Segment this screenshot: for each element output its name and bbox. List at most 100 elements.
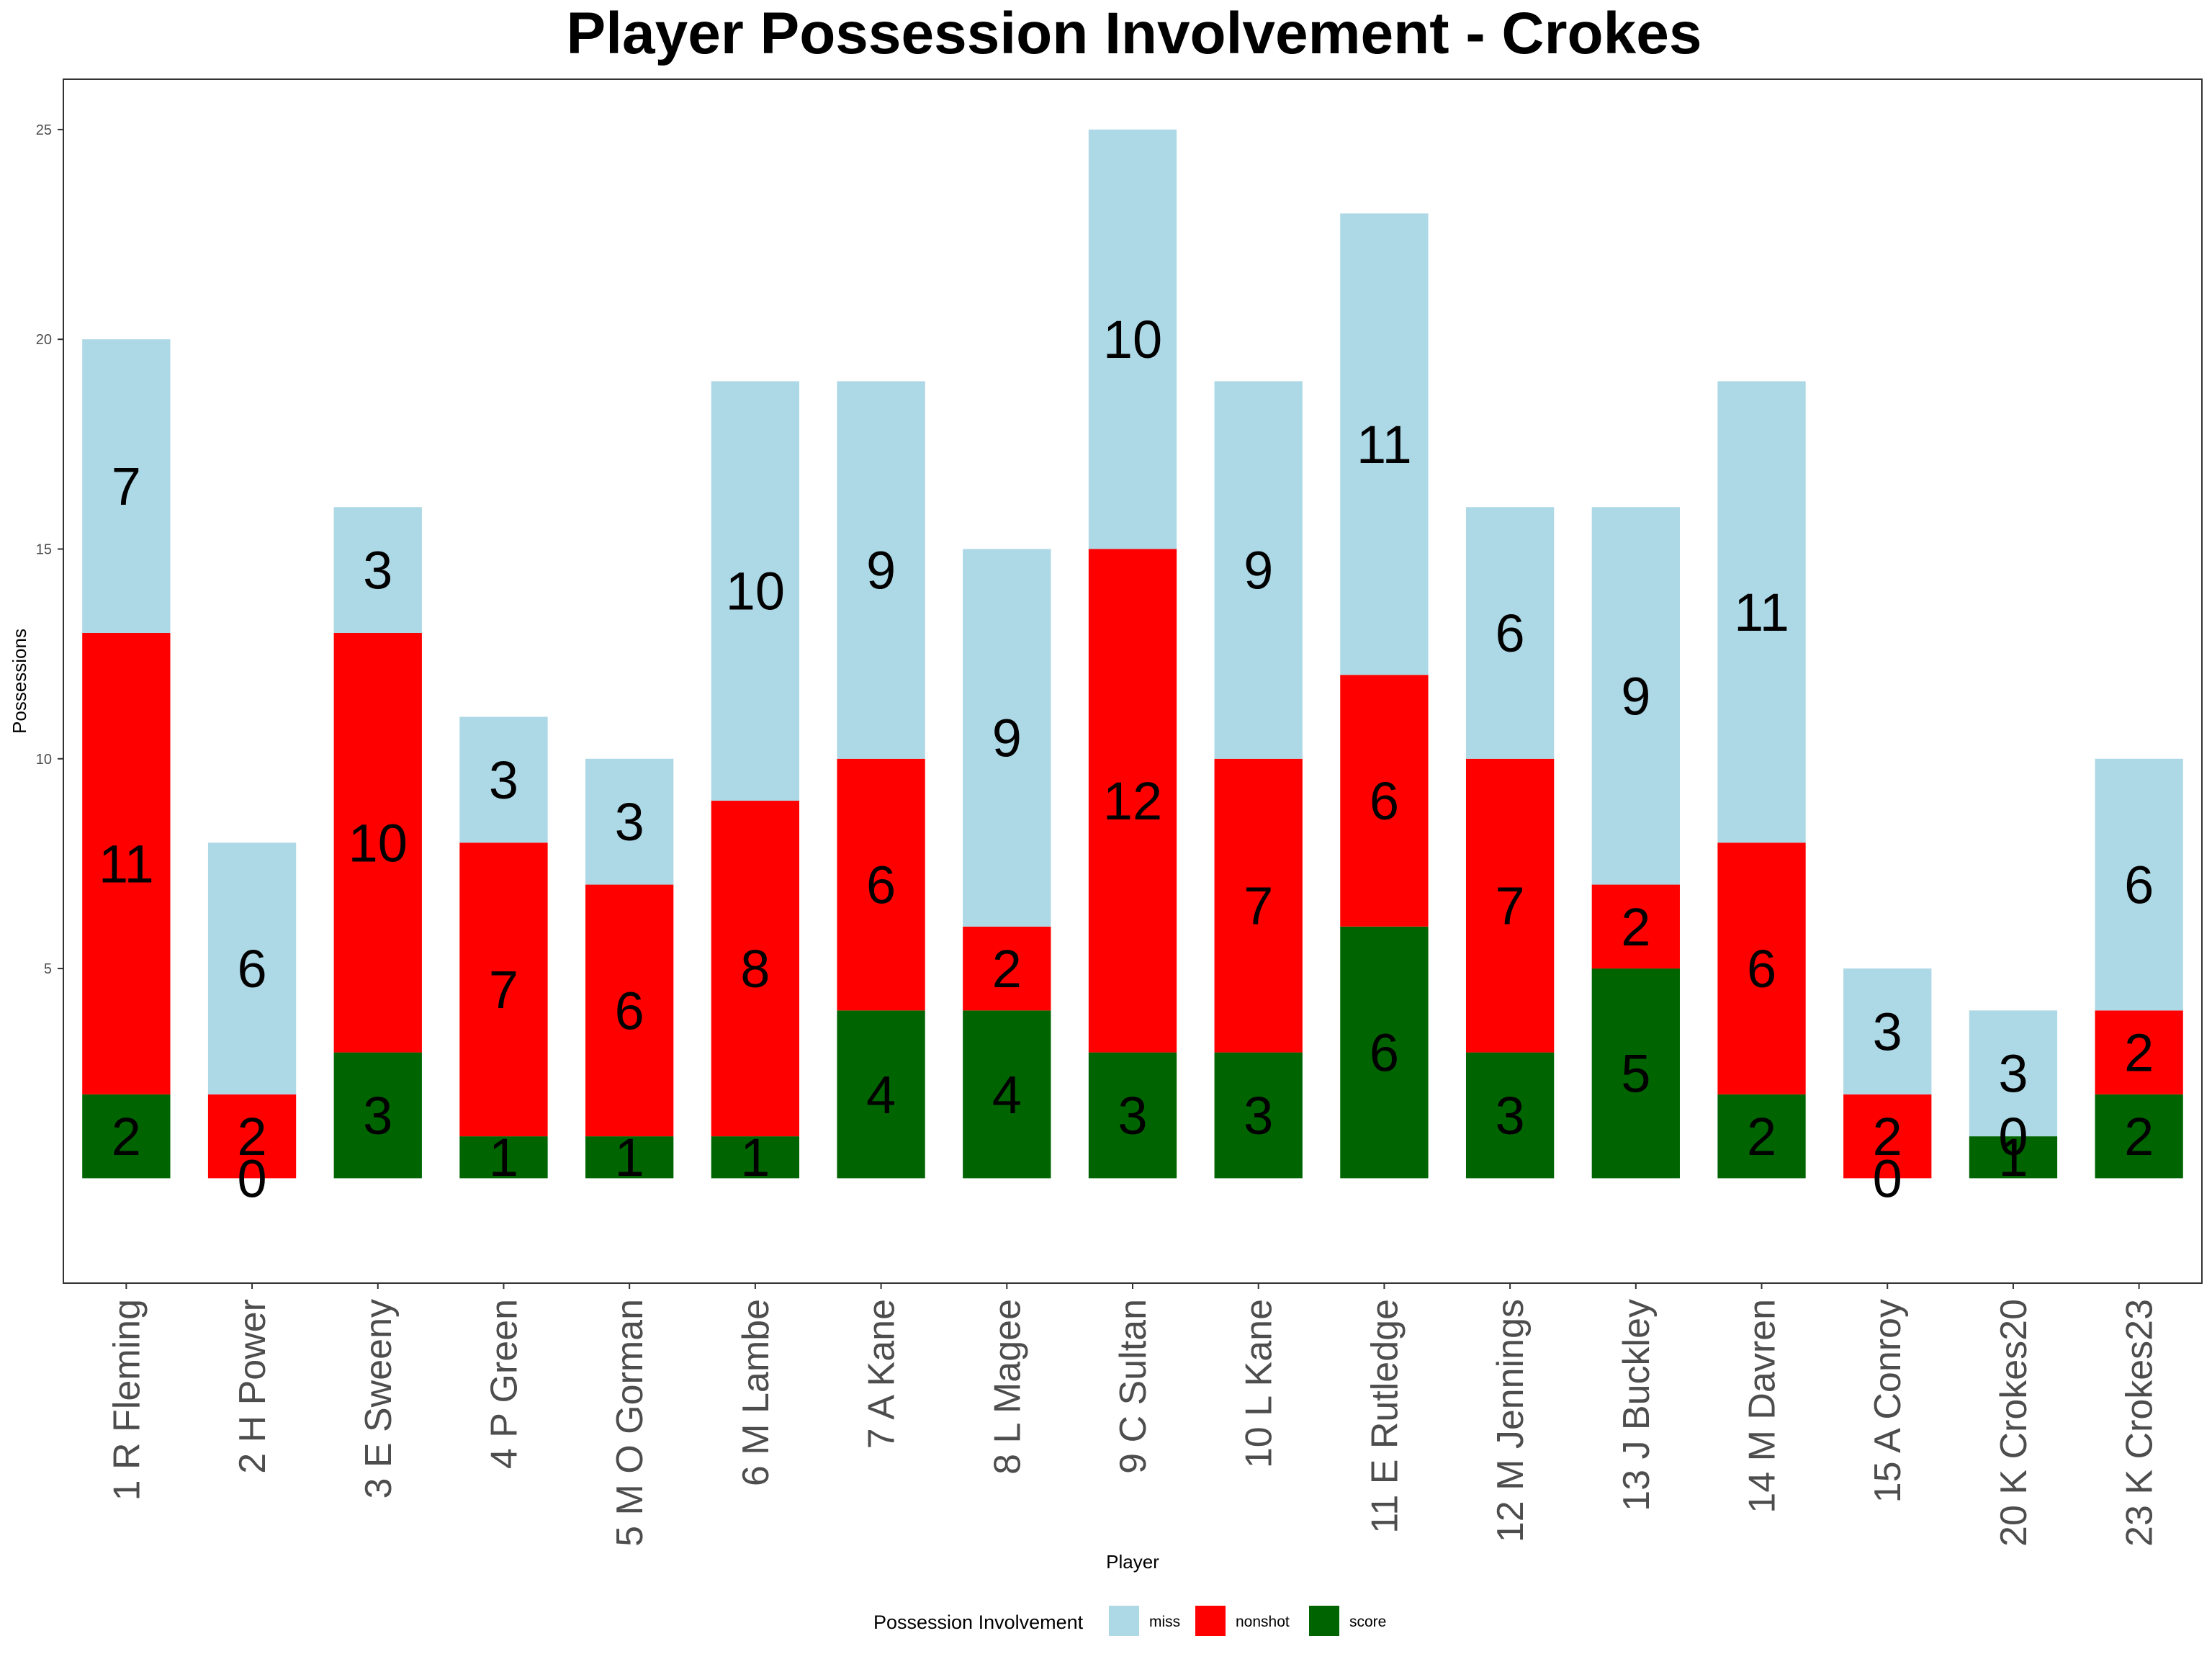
- bars-layer: [82, 129, 2183, 1179]
- data-label-nonshot: 6: [1747, 939, 1776, 999]
- bar-score: [1088, 1052, 1177, 1179]
- bar-score: [585, 1136, 674, 1179]
- bar-miss: [459, 716, 548, 843]
- data-label-score: 4: [866, 1065, 896, 1125]
- bar-score: [963, 1010, 1051, 1179]
- data-label-miss: 3: [615, 792, 644, 852]
- legend: Possession Involvement miss nonshot score: [873, 1606, 1386, 1636]
- data-label-nonshot: 0: [1998, 1107, 2028, 1166]
- legend-label-miss: miss: [1149, 1614, 1180, 1630]
- x-tick-label: 1 R Fleming: [106, 1299, 148, 1501]
- data-label-miss: 9: [992, 709, 1022, 768]
- data-label-miss: 3: [363, 541, 392, 601]
- data-label-nonshot: 2: [992, 939, 1022, 999]
- data-label-nonshot: 8: [740, 939, 770, 999]
- chart-title: Player Possession Involvement - Crokes: [567, 1, 1702, 66]
- bar-nonshot: [711, 801, 800, 1137]
- data-label-miss: 9: [1621, 666, 1650, 726]
- data-label-miss: 3: [1873, 1002, 1902, 1061]
- x-tick-label: 2 H Power: [232, 1299, 274, 1474]
- bar-nonshot: [1591, 884, 1680, 969]
- data-label-nonshot: 7: [1244, 876, 1273, 936]
- y-tick-label: 5: [44, 961, 52, 977]
- bar-score: [711, 1136, 800, 1179]
- bar-miss: [2095, 758, 2183, 1011]
- data-label-score: 0: [237, 1148, 266, 1208]
- legend-swatch-score: [1309, 1606, 1339, 1636]
- data-label-nonshot: 2: [1621, 897, 1650, 957]
- y-tick-label: 15: [36, 541, 52, 557]
- x-tick-label: 20 K Crokes20: [1993, 1299, 2035, 1547]
- bar-miss: [1717, 381, 1806, 843]
- data-label-score: 6: [1370, 1023, 1399, 1083]
- bar-miss: [1465, 507, 1555, 759]
- bar-nonshot: [459, 842, 548, 1137]
- data-label-nonshot: 7: [1496, 876, 1525, 936]
- data-label-nonshot: 2: [237, 1107, 266, 1166]
- bar-miss: [1340, 213, 1429, 675]
- bar-score: [459, 1136, 548, 1179]
- data-label-miss: 9: [1244, 541, 1273, 601]
- bar-miss: [207, 842, 297, 1094]
- x-tick-label: 12 M Jennings: [1490, 1299, 1532, 1542]
- data-label-score: 1: [740, 1128, 770, 1187]
- x-tick-label: 15 A Conroy: [1867, 1299, 1909, 1503]
- y-axis: 5 10 15 20 25: [36, 79, 64, 1283]
- bar-nonshot: [1717, 842, 1806, 1094]
- legend-label-nonshot: nonshot: [1236, 1614, 1290, 1630]
- legend-label-score: score: [1349, 1614, 1386, 1630]
- bar-miss: [1843, 968, 1932, 1094]
- data-label-miss: 11: [1357, 415, 1412, 475]
- legend-swatch-miss: [1109, 1606, 1139, 1636]
- x-tick-label: 23 K Crokes23: [2119, 1299, 2161, 1547]
- bar-score: [1340, 926, 1429, 1179]
- legend-items: miss nonshot score: [1109, 1606, 1386, 1636]
- x-tick-label: 6 M Lambe: [735, 1299, 777, 1486]
- bar-score: [837, 1010, 925, 1179]
- x-tick-label: 7 A Kane: [861, 1299, 903, 1449]
- data-label-nonshot: 12: [1103, 771, 1162, 831]
- x-tick-label: 5 M O Gorman: [609, 1299, 651, 1547]
- bar-nonshot: [1340, 675, 1429, 927]
- data-label-miss: 11: [1734, 583, 1789, 642]
- data-label-miss: 3: [1998, 1044, 2028, 1104]
- bar-score: [2095, 1094, 2183, 1179]
- data-label-nonshot: 7: [489, 960, 518, 1020]
- data-label-score: 3: [1118, 1086, 1147, 1146]
- data-label-score: 0: [1873, 1148, 1902, 1208]
- bar-nonshot: [963, 926, 1051, 1011]
- bar-miss: [1591, 507, 1680, 885]
- x-tick-label: 11 E Rutledge: [1364, 1299, 1406, 1534]
- bar-nonshot: [1465, 758, 1555, 1053]
- data-label-score: 3: [363, 1086, 392, 1146]
- bar-nonshot: [837, 758, 925, 1011]
- data-label-score: 3: [1496, 1086, 1525, 1146]
- bar-nonshot: [207, 1094, 297, 1179]
- bar-nonshot: [82, 633, 171, 1094]
- bar-score: [1214, 1052, 1303, 1179]
- data-label-score: 1: [615, 1128, 644, 1187]
- data-label-miss: 6: [2124, 855, 2154, 915]
- legend-title: Possession Involvement: [873, 1611, 1084, 1633]
- x-axis-title: Player: [1106, 1551, 1159, 1573]
- bar-score: [1591, 968, 1680, 1179]
- y-tick-label: 20: [36, 332, 52, 348]
- bar-nonshot: [585, 884, 674, 1137]
- x-tick-label: 14 M Davren: [1742, 1299, 1784, 1514]
- data-label-score: 2: [1747, 1107, 1776, 1166]
- bar-miss: [837, 381, 925, 759]
- data-label-score: 1: [489, 1128, 518, 1187]
- y-tick-label: 25: [36, 122, 52, 138]
- data-label-miss: 3: [489, 750, 518, 810]
- bar-nonshot: [333, 633, 422, 1053]
- data-labels-layer: 2117026310317316318104694293121037966113…: [99, 310, 2154, 1208]
- data-label-miss: 6: [1496, 603, 1525, 663]
- data-label-score: 1: [1998, 1128, 2028, 1187]
- data-label-miss: 9: [866, 541, 896, 601]
- bar-miss: [1088, 129, 1177, 549]
- data-label-nonshot: 6: [615, 981, 644, 1040]
- x-tick-label: 4 P Green: [483, 1299, 525, 1469]
- bar-score: [333, 1052, 422, 1179]
- data-label-score: 2: [2124, 1107, 2154, 1166]
- x-tick-label: 13 J Buckley: [1616, 1299, 1658, 1511]
